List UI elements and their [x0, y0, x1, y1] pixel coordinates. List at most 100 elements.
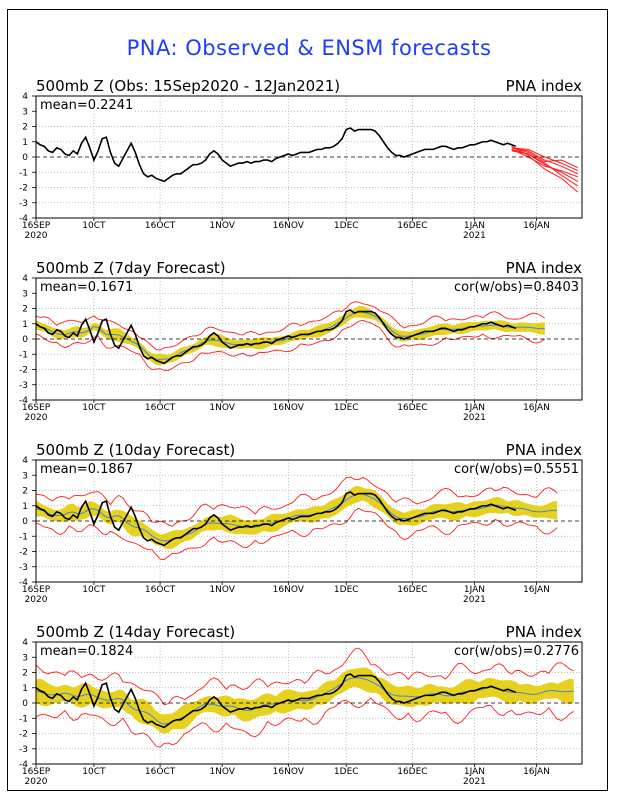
spread-band — [36, 306, 545, 366]
y-tick-label: -3 — [19, 199, 28, 209]
lower-extreme-line — [35, 697, 574, 748]
plot-frame — [35, 95, 583, 219]
y-tick-label: 4 — [22, 92, 28, 102]
panel-title: 500mb Z (14day Forecast) — [36, 623, 235, 641]
panel-right-label: PNA index — [506, 441, 582, 459]
x-tick-label: 16OCT — [145, 585, 176, 595]
x-tick-label: 16JAN — [523, 585, 550, 595]
x-tick-year: 2020 — [25, 231, 48, 241]
y-tick-label: 2 — [22, 669, 28, 679]
y-tick-label: -2 — [19, 184, 28, 194]
upper-extreme-line — [35, 301, 546, 351]
y-tick-label: 3 — [22, 107, 28, 117]
y-tick-label: 1 — [22, 502, 28, 512]
ensemble-mean-line — [35, 311, 545, 360]
figure-frame — [7, 9, 608, 791]
chart-panel-4: 500mb Z (14day Forecast) PNA index 4 3 2 1 0 -1… — [19, 623, 583, 787]
panel-right-label: PNA index — [506, 623, 582, 641]
x-tick-label: 16OCT — [145, 403, 176, 413]
forecast-member-line — [511, 148, 579, 178]
x-tick-label: 16DEC — [397, 585, 427, 595]
x-tick-label: 1JAN — [464, 221, 485, 231]
x-tick-label: 1NOV — [209, 403, 235, 413]
x-tick-label: 10CT — [82, 403, 106, 413]
y-tick-label: 1 — [22, 684, 28, 694]
panel-title: 500mb Z (10day Forecast) — [36, 441, 235, 459]
panel-title: 500mb Z (7day Forecast) — [36, 259, 226, 277]
y-tick-label: 0 — [22, 153, 28, 163]
y-tick-label: -4 — [19, 396, 28, 406]
x-tick-label: 16DEC — [397, 403, 427, 413]
y-tick-label: 0 — [22, 699, 28, 709]
y-tick-label: 1 — [22, 320, 28, 330]
stat-box-bg — [37, 643, 135, 658]
mean-stat-label: mean=0.1671 — [40, 280, 133, 295]
ensemble-mean-line — [35, 493, 558, 542]
x-tick-label: 1DEC — [334, 221, 359, 231]
x-tick-label: 16JAN — [523, 767, 550, 777]
observed-line — [35, 491, 517, 547]
forecast-member-line — [511, 150, 579, 187]
x-tick-label: 16OCT — [145, 221, 176, 231]
chart-panel-1: 500mb Z (Obs: 15Sep2020 - 12Jan2021) PNA … — [19, 77, 583, 241]
x-tick-label: 16JAN — [523, 403, 550, 413]
ensemble-mean-line — [35, 677, 574, 725]
x-tick-label: 1DEC — [334, 403, 359, 413]
x-tick-year: 2021 — [463, 777, 486, 787]
stat-box-bg — [37, 97, 135, 112]
upper-extreme-line — [35, 476, 558, 527]
corr-box-bg — [415, 643, 581, 658]
corr-box-bg — [415, 461, 581, 476]
y-tick-label: 4 — [22, 274, 28, 284]
x-tick-year: 2021 — [463, 231, 486, 241]
upper-extreme-line — [35, 647, 574, 706]
mean-stat-label: mean=0.1867 — [40, 462, 133, 477]
y-tick-label: -4 — [19, 214, 28, 224]
y-tick-label: 2 — [22, 123, 28, 133]
panel-right-label: PNA index — [506, 259, 582, 277]
x-tick-label: 16DEC — [397, 767, 427, 777]
x-tick-label: 10CT — [82, 767, 106, 777]
correlation-label: cor(w/obs)=0.8403 — [454, 280, 579, 295]
y-tick-label: -1 — [19, 714, 28, 724]
plot-frame — [35, 641, 583, 765]
y-tick-label: 0 — [22, 335, 28, 345]
y-tick-label: 3 — [22, 471, 28, 481]
x-tick-label: 1NOV — [209, 221, 235, 231]
panel-title: 500mb Z (Obs: 15Sep2020 - 12Jan2021) — [36, 77, 340, 95]
y-tick-label: 1 — [22, 138, 28, 148]
y-tick-label: 2 — [22, 305, 28, 315]
x-tick-label: 16SEP — [22, 403, 51, 413]
y-tick-label: 3 — [22, 289, 28, 299]
chart-panel-2: 500mb Z (7day Forecast) PNA index 4 3 2 1 0 -1 -… — [19, 259, 583, 423]
x-tick-label: 1DEC — [334, 767, 359, 777]
x-tick-label: 16OCT — [145, 767, 176, 777]
stat-box-bg — [37, 461, 135, 476]
x-tick-label: 16SEP — [22, 767, 51, 777]
x-tick-label: 16NOV — [273, 767, 305, 777]
x-tick-label: 16SEP — [22, 585, 51, 595]
lower-extreme-line — [35, 507, 558, 561]
main-title: PNA: Observed & ENSM forecasts — [126, 36, 492, 60]
observed-line — [35, 309, 517, 365]
plot-frame — [35, 277, 583, 401]
x-tick-year: 2021 — [463, 595, 486, 605]
mean-stat-label: mean=0.2241 — [40, 98, 133, 113]
x-tick-year: 2020 — [25, 777, 48, 787]
y-tick-label: 3 — [22, 653, 28, 663]
y-tick-label: -1 — [19, 168, 28, 178]
correlation-label: cor(w/obs)=0.2776 — [454, 644, 579, 659]
y-tick-label: -2 — [19, 366, 28, 376]
y-tick-label: -4 — [19, 578, 28, 588]
corr-box-bg — [415, 279, 581, 294]
x-tick-label: 16SEP — [22, 221, 51, 231]
y-tick-label: -1 — [19, 350, 28, 360]
y-tick-label: 2 — [22, 487, 28, 497]
y-tick-label: 4 — [22, 456, 28, 466]
y-tick-label: -2 — [19, 730, 28, 740]
x-tick-label: 1NOV — [209, 767, 235, 777]
x-tick-year: 2020 — [25, 595, 48, 605]
panel-right-label: PNA index — [506, 77, 582, 95]
x-tick-label: 1JAN — [464, 403, 485, 413]
correlation-label: cor(w/obs)=0.5551 — [454, 462, 579, 477]
